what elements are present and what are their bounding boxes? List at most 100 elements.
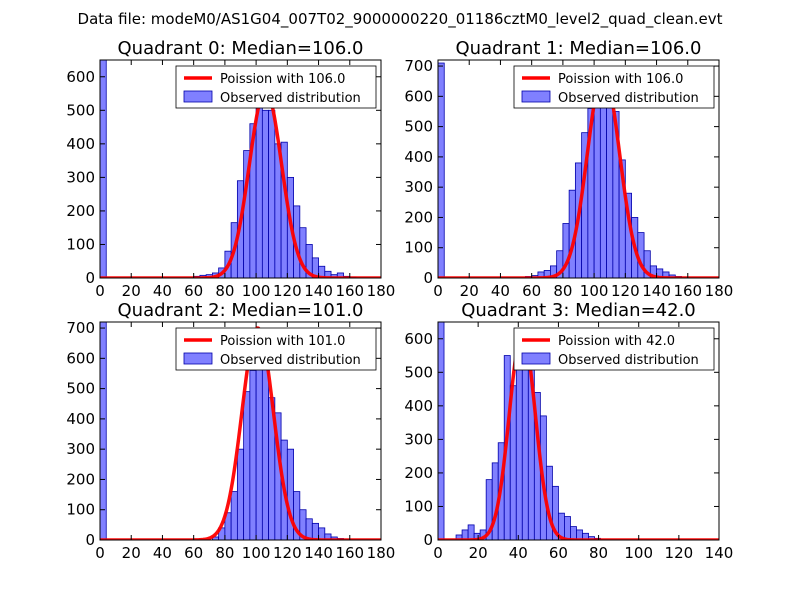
histogram-bar	[236, 448, 245, 540]
histogram-bar	[570, 526, 577, 540]
y-tick-label: 500	[66, 101, 95, 119]
figure-suptitle: Data file: modeM0/AS1G04_007T02_90000002…	[78, 10, 723, 29]
y-tick-label: 300	[66, 440, 95, 458]
x-tick-label: 120	[273, 544, 302, 562]
x-tick-label: 20	[460, 282, 479, 300]
histogram-bar	[311, 522, 319, 540]
x-tick-label: 140	[705, 544, 734, 562]
legend-observed-label: Observed distribution	[220, 91, 361, 106]
x-tick-label: 100	[624, 544, 653, 562]
y-tick-label: 100	[66, 235, 95, 253]
x-tick-label: 60	[184, 282, 203, 300]
y-tick-label: 200	[66, 202, 95, 220]
x-tick-label: 140	[304, 282, 333, 300]
histogram-bar	[467, 524, 475, 540]
histogram-bar	[255, 342, 263, 540]
y-tick-label: 300	[404, 178, 433, 196]
x-tick-label: 20	[469, 544, 488, 562]
legend-poisson-label: Poission with 101.0	[220, 334, 345, 349]
axes-frame	[99, 321, 382, 541]
legend: Poission with 42.0 Observed distribution	[513, 327, 715, 371]
x-tick-label: 60	[522, 282, 541, 300]
histogram-bar	[643, 250, 651, 278]
panel-title: Quadrant 1: Median=106.0	[456, 38, 702, 59]
y-tick-label: 100	[66, 501, 95, 519]
y-tick-label: 600	[66, 349, 95, 367]
x-tick-label: 20	[122, 544, 141, 562]
x-tick-label: 80	[553, 282, 572, 300]
histogram-bar	[268, 109, 276, 278]
histogram-bar	[230, 491, 238, 540]
axes-frame	[437, 59, 720, 279]
x-tick-label: 0	[433, 544, 443, 562]
y-tick-label: 400	[66, 410, 95, 428]
x-tick-label: 20	[122, 282, 141, 300]
legend-observed-swatch	[183, 352, 213, 365]
x-tick-label: 180	[705, 282, 734, 300]
plot-area	[438, 62, 719, 278]
x-tick-label: 0	[95, 282, 105, 300]
y-tick-label: 100	[404, 239, 433, 257]
panel-1: 0 20 40 60 80 100 120 140 160 1800100200300400500…	[404, 38, 733, 300]
x-tick-label: 0	[433, 282, 443, 300]
x-tick-label: 120	[665, 544, 694, 562]
x-tick-label: 100	[580, 282, 609, 300]
legend-observed-swatch	[521, 90, 551, 103]
axes-frame	[99, 59, 382, 279]
legend-observed-swatch	[521, 352, 551, 365]
histogram-bar	[249, 370, 257, 540]
x-tick-label: 120	[273, 282, 302, 300]
x-tick-label: 120	[611, 282, 640, 300]
x-tick-label: 40	[491, 282, 510, 300]
poisson-curve	[100, 326, 381, 540]
histogram-bar	[438, 62, 445, 278]
histogram-bar	[243, 391, 251, 540]
histogram-bar	[438, 322, 445, 540]
y-tick-label: 100	[404, 497, 433, 515]
histogram-bar	[261, 109, 270, 278]
y-tick-label: 0	[423, 531, 433, 549]
x-tick-label: 180	[367, 544, 396, 562]
x-tick-label: 140	[304, 544, 333, 562]
histogram-bar	[100, 60, 107, 278]
y-tick-label: 700	[404, 57, 433, 75]
y-tick-label: 300	[404, 430, 433, 448]
y-tick-label: 200	[404, 464, 433, 482]
legend-poisson-label: Poission with 106.0	[558, 72, 683, 87]
y-tick-label: 400	[404, 397, 433, 415]
panel-title: Quadrant 0: Median=106.0	[118, 38, 364, 59]
y-tick-label: 600	[404, 330, 433, 348]
y-tick-label: 400	[404, 148, 433, 166]
x-tick-label: 40	[153, 282, 172, 300]
y-tick-label: 700	[66, 319, 95, 337]
histogram-bar	[593, 95, 601, 278]
x-tick-label: 60	[184, 544, 203, 562]
y-tick-label: 0	[85, 531, 95, 549]
legend: Poission with 106.0 Observed distribution	[513, 65, 715, 109]
y-tick-label: 500	[404, 118, 433, 136]
y-tick-label: 300	[66, 168, 95, 186]
histogram-bar	[336, 272, 344, 278]
x-tick-label: 40	[509, 544, 528, 562]
histogram-bar	[599, 80, 607, 278]
y-tick-label: 200	[66, 470, 95, 488]
panel-3: 0 20 40 60 80 100 120 140 0 100 200 300 400 500 600 Qua…	[404, 300, 733, 562]
x-tick-label: 40	[153, 544, 172, 562]
y-tick-label: 400	[66, 135, 95, 153]
y-tick-label: 200	[404, 208, 433, 226]
x-tick-label: 60	[549, 544, 568, 562]
histogram-bar	[564, 516, 571, 540]
plot-area	[100, 60, 381, 278]
x-tick-label: 160	[673, 282, 702, 300]
x-tick-label: 100	[242, 544, 271, 562]
histogram-bar	[261, 363, 270, 540]
x-tick-label: 160	[335, 282, 364, 300]
legend-poisson-label: Poission with 106.0	[220, 72, 345, 87]
x-tick-label: 160	[335, 544, 364, 562]
histogram-bar	[100, 322, 107, 540]
legend-observed-swatch	[183, 90, 213, 103]
panel-title: Quadrant 2: Median=101.0	[118, 300, 364, 321]
y-tick-label: 0	[423, 269, 433, 287]
x-tick-label: 100	[242, 282, 271, 300]
